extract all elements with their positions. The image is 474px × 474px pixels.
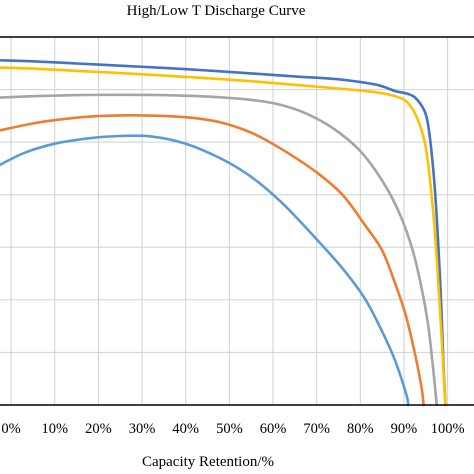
series-line-4 xyxy=(0,114,425,407)
series-lines xyxy=(0,58,447,407)
x-tick-label: 100% xyxy=(431,421,465,437)
x-axis-label: Capacity Retention/% xyxy=(142,454,274,470)
plot-frame xyxy=(0,36,474,406)
series-line-5 xyxy=(0,134,410,407)
x-tick-labels: 0% 10% 20% 30% 40% 50% 60% 70% 80% 90% 100% xyxy=(1,421,464,437)
x-tick-label: 90% xyxy=(391,421,418,437)
x-tick-label: 20% xyxy=(85,421,112,437)
x-tick-label: 40% xyxy=(172,421,199,437)
x-tick-label: 70% xyxy=(303,421,330,437)
series-line-2 xyxy=(0,66,447,407)
x-tick-label: 80% xyxy=(347,421,374,437)
x-tick-label: 50% xyxy=(216,421,243,437)
x-tick-label: 0% xyxy=(1,421,20,437)
chart-title: High/Low T Discharge Curve xyxy=(127,3,306,19)
series-line-1 xyxy=(0,58,447,407)
series-line-3 xyxy=(0,93,438,407)
x-tick-label: 30% xyxy=(129,421,156,437)
x-tick-label: 60% xyxy=(260,421,287,437)
x-tick-label: 10% xyxy=(41,421,68,437)
